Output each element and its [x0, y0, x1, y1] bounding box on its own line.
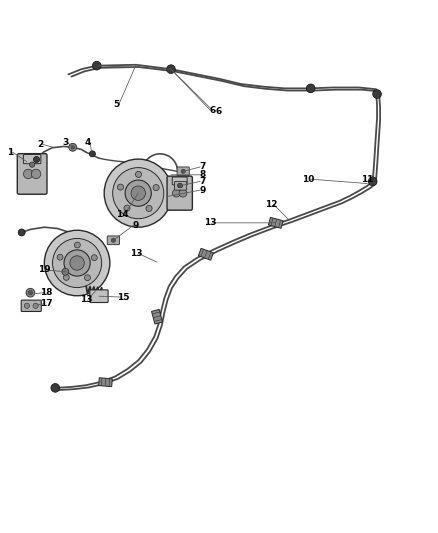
Circle shape [124, 205, 130, 211]
Circle shape [111, 238, 116, 243]
Circle shape [69, 143, 77, 151]
Circle shape [71, 146, 74, 149]
Circle shape [181, 169, 185, 174]
Circle shape [44, 230, 110, 296]
Circle shape [92, 61, 101, 70]
Circle shape [32, 169, 41, 179]
FancyBboxPatch shape [90, 290, 108, 303]
Circle shape [85, 275, 90, 281]
Text: 14: 14 [116, 211, 128, 220]
Circle shape [92, 255, 97, 261]
Text: 11: 11 [361, 175, 374, 184]
Circle shape [117, 184, 124, 190]
Circle shape [28, 290, 32, 295]
Text: 9: 9 [133, 221, 139, 230]
Circle shape [26, 288, 35, 297]
Text: 2: 2 [37, 140, 43, 149]
Text: 7: 7 [199, 177, 205, 186]
Text: 6: 6 [209, 106, 215, 115]
FancyBboxPatch shape [172, 177, 187, 185]
Polygon shape [198, 248, 213, 260]
Circle shape [53, 238, 102, 288]
Text: 9: 9 [199, 185, 205, 195]
Circle shape [18, 229, 25, 236]
Circle shape [51, 384, 60, 392]
FancyBboxPatch shape [107, 236, 120, 245]
Text: 13: 13 [204, 219, 216, 228]
Text: 19: 19 [38, 265, 51, 274]
Circle shape [146, 205, 152, 212]
Circle shape [57, 254, 63, 260]
FancyBboxPatch shape [177, 167, 189, 176]
FancyBboxPatch shape [17, 154, 47, 194]
Circle shape [29, 162, 35, 167]
Circle shape [177, 183, 182, 188]
Circle shape [178, 183, 183, 188]
FancyBboxPatch shape [23, 155, 41, 164]
Circle shape [104, 159, 172, 227]
Circle shape [173, 189, 180, 197]
Circle shape [131, 186, 145, 200]
Circle shape [64, 250, 90, 276]
Circle shape [74, 242, 80, 248]
Text: 18: 18 [40, 288, 53, 297]
Text: 1: 1 [7, 148, 14, 157]
Circle shape [89, 151, 95, 157]
Circle shape [33, 303, 38, 309]
Circle shape [62, 268, 69, 275]
Circle shape [113, 167, 164, 219]
Circle shape [373, 90, 381, 99]
Circle shape [153, 184, 159, 191]
Text: 3: 3 [62, 138, 68, 147]
Text: 15: 15 [117, 293, 129, 302]
Text: 6: 6 [215, 107, 222, 116]
Circle shape [135, 171, 141, 177]
FancyBboxPatch shape [174, 181, 187, 190]
Circle shape [179, 189, 187, 197]
Polygon shape [268, 217, 283, 228]
Circle shape [24, 303, 29, 309]
Text: 10: 10 [302, 175, 314, 184]
Text: 12: 12 [265, 200, 278, 209]
Circle shape [166, 65, 175, 74]
Text: 7: 7 [199, 163, 205, 172]
Text: 8: 8 [199, 171, 205, 179]
Circle shape [368, 177, 377, 185]
Polygon shape [99, 378, 113, 386]
Text: 5: 5 [113, 100, 120, 109]
Circle shape [306, 84, 315, 93]
Circle shape [64, 274, 69, 280]
FancyBboxPatch shape [167, 176, 192, 210]
Circle shape [70, 256, 84, 270]
Text: 13: 13 [80, 295, 92, 304]
Polygon shape [152, 309, 162, 324]
Circle shape [125, 180, 151, 206]
Circle shape [24, 169, 33, 179]
Text: 17: 17 [40, 299, 53, 308]
FancyBboxPatch shape [21, 300, 41, 311]
Text: 13: 13 [130, 249, 142, 258]
Circle shape [33, 157, 39, 163]
Text: 4: 4 [85, 138, 91, 147]
